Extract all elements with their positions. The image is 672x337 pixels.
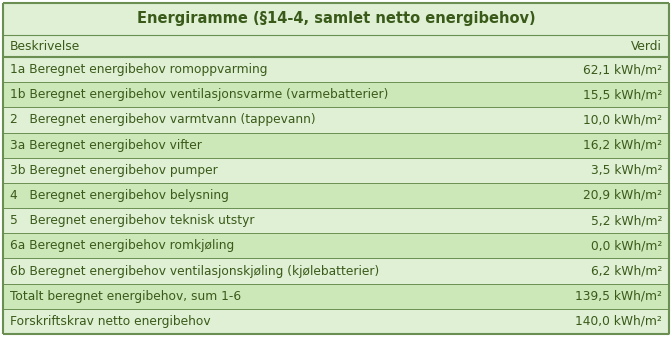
Bar — [3, 183, 669, 208]
Text: 15,5 kWh/m²: 15,5 kWh/m² — [583, 88, 662, 101]
Text: 6,2 kWh/m²: 6,2 kWh/m² — [591, 265, 662, 278]
Bar — [3, 158, 669, 183]
Text: 4   Beregnet energibehov belysning: 4 Beregnet energibehov belysning — [10, 189, 229, 202]
Text: 0,0 kWh/m²: 0,0 kWh/m² — [591, 239, 662, 252]
Bar — [3, 284, 669, 309]
Text: Forskriftskrav netto energibehov: Forskriftskrav netto energibehov — [10, 315, 210, 328]
Bar — [3, 208, 669, 233]
Text: 139,5 kWh/m²: 139,5 kWh/m² — [575, 290, 662, 303]
Bar — [3, 108, 669, 132]
Text: 140,0 kWh/m²: 140,0 kWh/m² — [575, 315, 662, 328]
Text: 6b Beregnet energibehov ventilasjonskjøling (kjølebatterier): 6b Beregnet energibehov ventilasjonskjøl… — [10, 265, 379, 278]
Text: 10,0 kWh/m²: 10,0 kWh/m² — [583, 114, 662, 126]
Text: 62,1 kWh/m²: 62,1 kWh/m² — [583, 63, 662, 76]
Text: Beskrivelse: Beskrivelse — [10, 39, 80, 53]
Bar — [3, 57, 669, 82]
Bar — [3, 309, 669, 334]
Bar — [3, 132, 669, 158]
Text: 3a Beregnet energibehov vifter: 3a Beregnet energibehov vifter — [10, 139, 202, 152]
Bar — [3, 35, 669, 57]
Text: 5   Beregnet energibehov teknisk utstyr: 5 Beregnet energibehov teknisk utstyr — [10, 214, 255, 227]
Bar — [3, 233, 669, 258]
Text: Totalt beregnet energibehov, sum 1-6: Totalt beregnet energibehov, sum 1-6 — [10, 290, 241, 303]
Bar — [3, 82, 669, 108]
Text: 5,2 kWh/m²: 5,2 kWh/m² — [591, 214, 662, 227]
Text: 3b Beregnet energibehov pumper: 3b Beregnet energibehov pumper — [10, 164, 218, 177]
Text: 6a Beregnet energibehov romkjøling: 6a Beregnet energibehov romkjøling — [10, 239, 235, 252]
Bar — [3, 3, 669, 35]
Text: 20,9 kWh/m²: 20,9 kWh/m² — [583, 189, 662, 202]
Text: Energiramme (§14-4, samlet netto energibehov): Energiramme (§14-4, samlet netto energib… — [136, 11, 536, 27]
Text: 2   Beregnet energibehov varmtvann (tappevann): 2 Beregnet energibehov varmtvann (tappev… — [10, 114, 316, 126]
Text: 3,5 kWh/m²: 3,5 kWh/m² — [591, 164, 662, 177]
Text: 1b Beregnet energibehov ventilasjonsvarme (varmebatterier): 1b Beregnet energibehov ventilasjonsvarm… — [10, 88, 388, 101]
Bar — [3, 258, 669, 284]
Text: Verdi: Verdi — [631, 39, 662, 53]
Text: 1a Beregnet energibehov romoppvarming: 1a Beregnet energibehov romoppvarming — [10, 63, 267, 76]
Text: 16,2 kWh/m²: 16,2 kWh/m² — [583, 139, 662, 152]
